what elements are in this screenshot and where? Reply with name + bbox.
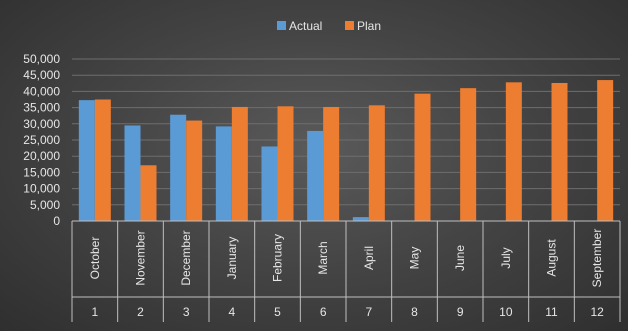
x-outer-tick-label: 9 <box>457 305 464 319</box>
bar-plan-september <box>597 80 614 221</box>
bar-actual-october <box>78 100 95 221</box>
y-tick-label: 15,000 <box>23 165 60 179</box>
x-outer-tick-label: 3 <box>183 305 190 319</box>
x-tick-label: June <box>453 245 467 271</box>
x-tick-label: May <box>408 247 422 270</box>
y-tick-label: 35,000 <box>23 101 60 115</box>
x-axis: October 1 November 2 December 3 January 4 Februa… <box>71 220 621 322</box>
legend-swatch-plan <box>345 21 354 30</box>
bar-plan-june <box>460 88 477 221</box>
bar-plan-december <box>186 120 203 221</box>
y-tick-label: 0 <box>53 214 60 228</box>
y-tick-label: 50,000 <box>23 52 60 66</box>
x-outer-tick-label: 6 <box>320 305 327 319</box>
bar-actual-february <box>261 146 278 221</box>
x-outer-tick-label: 5 <box>274 305 281 319</box>
bar-plan-april <box>368 105 385 221</box>
y-tick-label: 30,000 <box>23 117 60 131</box>
x-tick-label: April <box>362 246 376 270</box>
bar-plan-may <box>414 93 431 221</box>
x-tick-label: July <box>499 247 513 268</box>
bar-plan-july <box>505 82 522 221</box>
bar-plan-november <box>140 165 157 221</box>
x-tick-label: February <box>271 234 285 282</box>
bar-actual-april <box>352 217 369 221</box>
bar-actual-november <box>124 125 141 221</box>
legend-label-plan: Plan <box>357 19 381 33</box>
y-tick-label: 40,000 <box>23 84 60 98</box>
x-tick-label: November <box>134 230 148 285</box>
x-tick-label: October <box>88 237 102 280</box>
x-outer-tick-label: 2 <box>137 305 144 319</box>
bar-plan-october <box>94 99 111 221</box>
y-tick-label: 45,000 <box>23 68 60 82</box>
bar-actual-december <box>170 114 187 221</box>
x-outer-tick-label: 10 <box>499 305 513 319</box>
bar-actual-january <box>215 126 232 221</box>
y-axis: 0 5,000 10,000 15,000 20,000 25,000 30,000 35,0… <box>23 52 60 228</box>
x-tick-label: September <box>590 229 604 288</box>
y-tick-label: 5,000 <box>30 198 60 212</box>
bar-plan-march <box>323 106 340 221</box>
legend-swatch-actual <box>277 21 286 30</box>
y-tick-label: 25,000 <box>23 133 60 147</box>
x-tick-label: January <box>225 237 239 280</box>
x-outer-tick-label: 11 <box>545 305 558 319</box>
x-tick-label: March <box>316 241 330 274</box>
bars <box>78 80 614 221</box>
x-outer-tick-label: 8 <box>411 305 418 319</box>
x-tick-label: December <box>179 230 193 285</box>
x-outer-tick-label: 7 <box>365 305 372 319</box>
bar-plan-august <box>551 82 568 221</box>
legend-label-actual: Actual <box>289 19 322 33</box>
x-outer-tick-label: 1 <box>91 305 98 319</box>
bar-plan-january <box>231 106 248 221</box>
x-outer-tick-label: 12 <box>590 305 604 319</box>
gridlines <box>72 58 620 206</box>
y-tick-label: 10,000 <box>23 182 60 196</box>
legend: Actual Plan <box>277 19 381 33</box>
x-outer-tick-label: 4 <box>228 305 235 319</box>
x-tick-label: August <box>545 239 559 277</box>
bar-plan-february <box>277 106 294 221</box>
y-tick-label: 20,000 <box>23 149 60 163</box>
bar-actual-march <box>307 130 324 221</box>
